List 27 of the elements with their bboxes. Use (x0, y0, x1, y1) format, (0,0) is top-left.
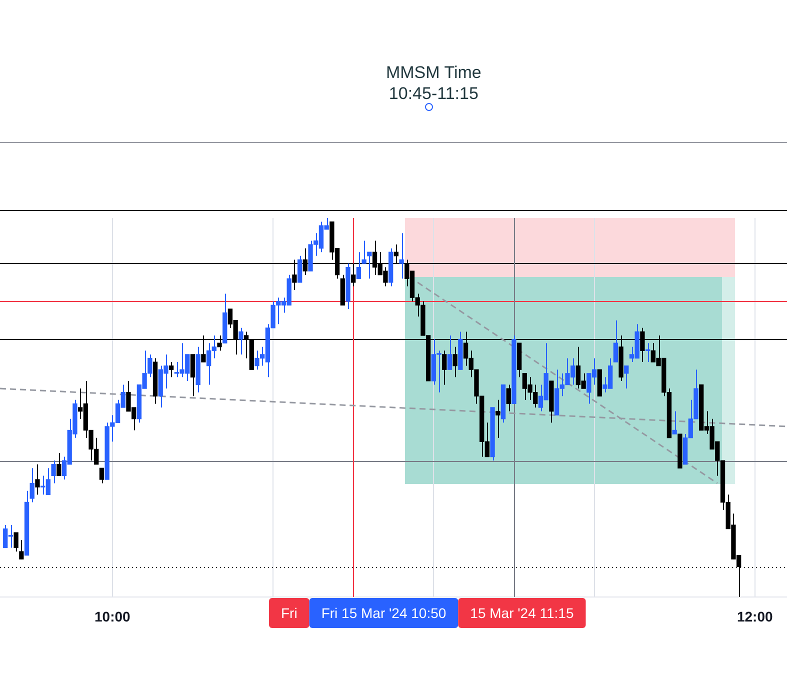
candlestick (19, 540, 24, 560)
candlestick (399, 232, 404, 280)
candlestick (168, 362, 174, 378)
candlestick (624, 365, 629, 390)
text: 15 Mar '24 11:15 (470, 604, 574, 621)
candlestick (496, 399, 500, 438)
candlestick (447, 334, 452, 370)
candlestick (51, 460, 56, 484)
candlestick (190, 354, 196, 397)
candlestick (442, 350, 447, 386)
candlestick (30, 468, 34, 503)
candlestick (613, 320, 618, 363)
candlestick (14, 532, 18, 552)
candlestick (56, 452, 62, 476)
candlestick (35, 464, 40, 496)
text: MMSM Time 10:45-11:15 (386, 63, 482, 103)
candlestick (452, 346, 458, 378)
text: Fri (280, 604, 298, 621)
candlestick (99, 468, 104, 484)
x-tick-label: 12:00 (736, 608, 773, 624)
x-tick-label: 10:00 (94, 608, 131, 624)
text: Fri 15 Mar '24 10:50 (321, 604, 446, 621)
candlestick (238, 327, 244, 355)
candlestick (672, 410, 677, 435)
candlestick (506, 384, 511, 412)
candlestick (362, 240, 366, 264)
candlestick (297, 255, 302, 283)
